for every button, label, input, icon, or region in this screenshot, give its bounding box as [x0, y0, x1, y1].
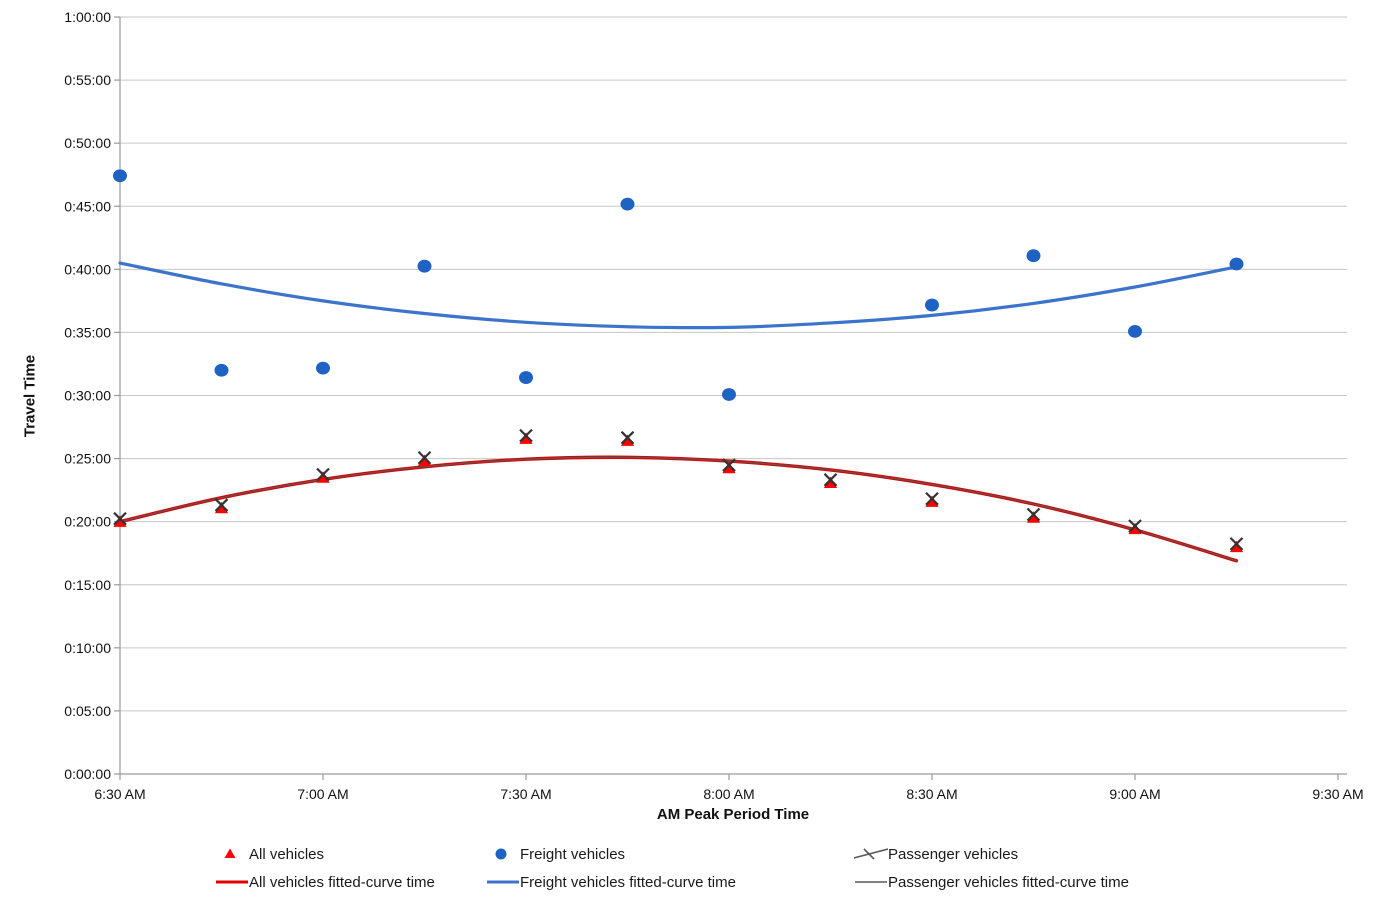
- y-tick-label: 0:40:00: [64, 261, 111, 277]
- data-point-all-vehicles: [1229, 540, 1244, 553]
- legend-item-all-fitted-curve: All vehicles fitted-curve time: [215, 873, 435, 891]
- legend-label: Freight vehicles: [520, 845, 626, 863]
- y-tick-label: 0:35:00: [64, 324, 111, 340]
- data-point-passenger-vehicles: [925, 491, 939, 506]
- data-point-all-vehicles: [925, 495, 939, 507]
- data-point-all-vehicles: [113, 515, 127, 527]
- y-tick-label: 0:50:00: [64, 135, 111, 151]
- data-point-freight-vehicles: [519, 371, 533, 384]
- data-point-freight-vehicles: [214, 363, 229, 377]
- data-point-passenger-vehicles: [1128, 519, 1142, 533]
- x-tick-label: 7:30 AM: [500, 786, 551, 802]
- y-tick-label: 0:45:00: [64, 198, 111, 214]
- data-point-all-vehicles: [519, 432, 533, 444]
- legend-item-passenger-vehicles: Passenger vehicles: [849, 845, 1019, 863]
- y-tick-label: 0:25:00: [64, 451, 111, 467]
- legend-item-freight-fitted-curve: Freight vehicles fitted-curve time: [486, 873, 736, 891]
- triangle-marker-icon: [215, 846, 249, 862]
- legend-item-freight-vehicles: Freight vehicles: [486, 845, 625, 863]
- data-point-passenger-vehicles: [1229, 537, 1244, 551]
- data-point-freight-vehicles: [722, 388, 736, 401]
- x-tick-label: 7:00 AM: [297, 786, 348, 802]
- data-point-freight-vehicles: [1026, 249, 1041, 263]
- y-tick-label: 0:05:00: [64, 703, 111, 719]
- legend-label: Passenger vehicles fitted-curve time: [888, 873, 1129, 891]
- x-tick-label: 8:00 AM: [703, 786, 754, 802]
- data-point-passenger-vehicles: [620, 430, 635, 445]
- data-point-freight-vehicles: [620, 197, 635, 211]
- x-tick-label: 8:30 AM: [906, 786, 957, 802]
- y-tick-label: 0:10:00: [64, 640, 111, 656]
- data-point-all-vehicles: [722, 461, 736, 474]
- y-tick-label: 1:00:00: [64, 9, 111, 25]
- data-point-all-vehicles: [620, 434, 635, 446]
- legend-item-all-vehicles: All vehicles: [215, 845, 324, 863]
- data-point-freight-vehicles: [113, 169, 127, 183]
- data-point-passenger-vehicles: [823, 473, 838, 487]
- legend-item-passenger-fitted-curve: Passenger vehicles fitted-curve time: [854, 873, 1129, 891]
- data-point-all-vehicles: [823, 476, 838, 489]
- data-point-all-vehicles: [1128, 522, 1142, 535]
- data-point-all-vehicles: [316, 471, 330, 483]
- legend-label: Passenger vehicles: [888, 845, 1019, 863]
- data-point-passenger-vehicles: [316, 467, 330, 482]
- x-tick-label: 9:00 AM: [1109, 786, 1160, 802]
- x-axis-title: AM Peak Period Time: [656, 806, 810, 823]
- y-tick-label: 0:30:00: [64, 388, 111, 404]
- data-point-passenger-vehicles: [417, 450, 432, 465]
- legend-label: All vehicles: [249, 845, 325, 863]
- data-point-freight-vehicles: [417, 259, 432, 273]
- legend-label: Freight vehicles fitted-curve time: [520, 873, 736, 891]
- data-point-passenger-vehicles: [519, 428, 533, 443]
- data-point-passenger-vehicles: [722, 458, 736, 472]
- y-tick-label: 0:15:00: [64, 577, 111, 593]
- fitted-curve-freight-vehicles: [118, 261, 1239, 330]
- gray-line-marker-icon: [854, 874, 888, 890]
- data-point-passenger-vehicles: [1026, 507, 1041, 522]
- data-point-freight-vehicles: [925, 298, 939, 312]
- x-marker-icon: [849, 846, 889, 862]
- data-point-passenger-vehicles: [214, 498, 229, 512]
- x-tick-label: 6:30 AM: [94, 786, 145, 802]
- data-point-freight-vehicles: [316, 361, 330, 375]
- fitted-curve-passenger-vehicles: [119, 456, 1238, 562]
- data-point-freight-vehicles: [1128, 325, 1142, 338]
- data-point-freight-vehicles: [1229, 257, 1244, 271]
- data-point-passenger-vehicles: [113, 511, 127, 526]
- legend-label: All vehicles fitted-curve time: [249, 873, 435, 891]
- blue-line-marker-icon: [486, 874, 520, 890]
- x-tick-label: 9:30 AM: [1312, 786, 1363, 802]
- y-axis-title: Travel Time: [21, 354, 39, 438]
- data-point-all-vehicles: [417, 454, 432, 466]
- data-point-all-vehicles: [214, 501, 229, 514]
- fitted-curve-all-vehicles: [118, 455, 1239, 563]
- y-tick-label: 0:20:00: [64, 514, 111, 530]
- red-line-marker-icon: [215, 874, 249, 890]
- circle-marker-icon: [486, 846, 520, 862]
- y-tick-label: 0:55:00: [64, 72, 111, 88]
- y-tick-label: 0:00:00: [64, 766, 111, 782]
- data-point-all-vehicles: [1026, 511, 1041, 523]
